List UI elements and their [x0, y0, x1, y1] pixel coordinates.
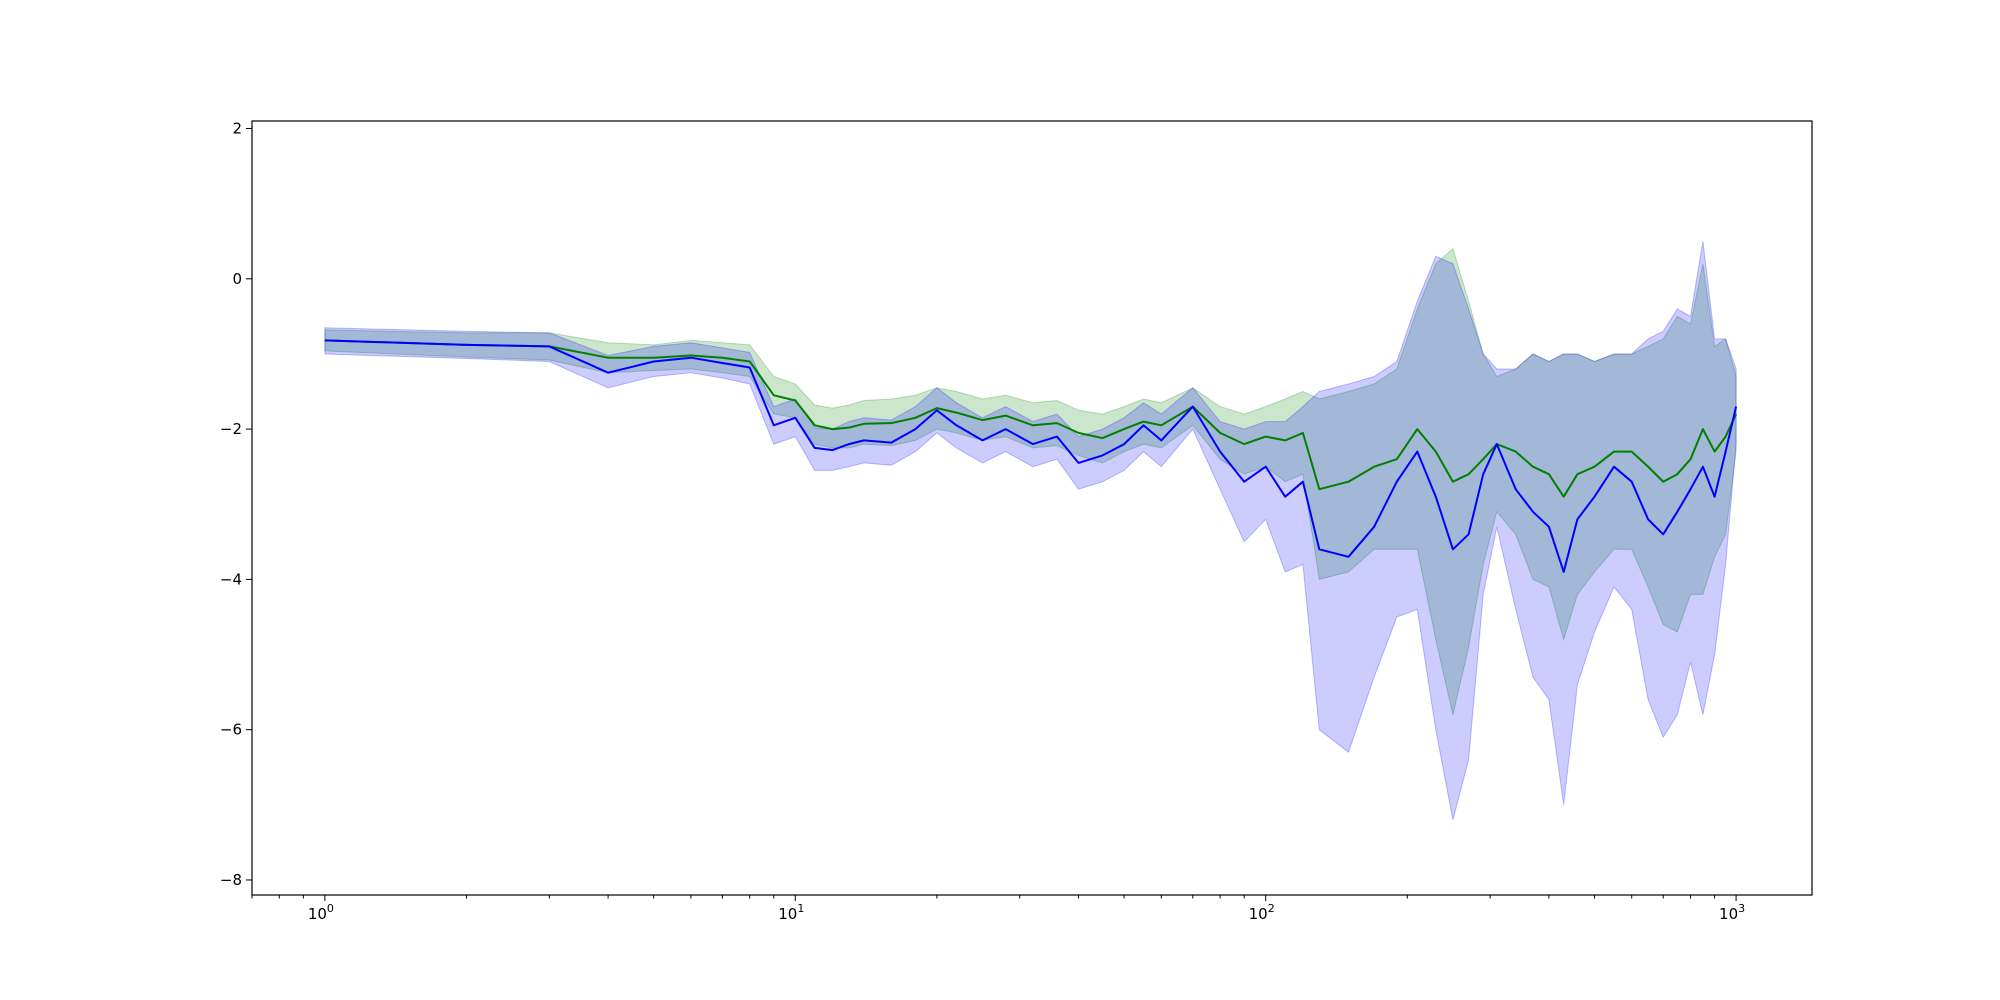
y-tick-label: −6: [220, 721, 242, 739]
plot-content: [324, 241, 1738, 821]
axes: 2 0 −2 −4 −6 −8 100 101 102 103: [220, 120, 1813, 923]
x-tick-label: 103: [1719, 902, 1745, 923]
y-tick-label: −2: [220, 420, 242, 438]
x-tick-label: 100: [308, 902, 334, 923]
x-tick-label: 101: [778, 902, 804, 923]
y-tick-label: 0: [232, 270, 242, 288]
series-1-band: [324, 247, 1737, 715]
y-tick-label: −4: [220, 570, 242, 588]
y-tick-label: −8: [220, 871, 242, 889]
series-2-line: [324, 339, 1738, 573]
y-tick-label: 2: [232, 120, 242, 138]
series-2-band: [324, 241, 1737, 821]
x-tick-label: 102: [1249, 902, 1275, 923]
plot-area: [324, 241, 1738, 821]
series-1-line: [324, 339, 1738, 498]
axes-frame: [251, 120, 1813, 896]
